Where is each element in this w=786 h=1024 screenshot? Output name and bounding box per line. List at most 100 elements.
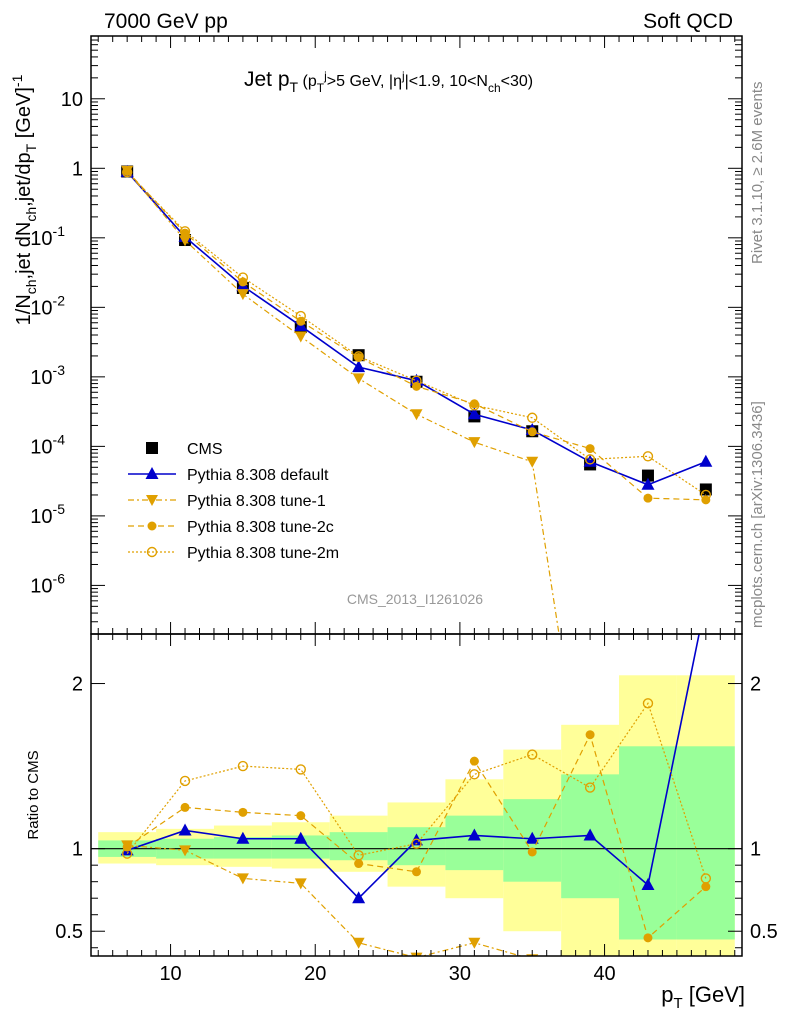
legend-marker-tune1 (146, 495, 158, 506)
ratio-panel-data (120, 594, 712, 970)
point-tune2m (469, 400, 480, 411)
point-tune1 (410, 409, 423, 421)
ratio-point-tune2m (700, 873, 712, 884)
ratio-y-tick-label: 0.5 (55, 921, 83, 943)
plot-title: Jet pT (pTj>5 GeV, |ηj|<1.9, 10<Nch<30) (244, 68, 533, 95)
ratio-point-default (583, 828, 597, 841)
y-tick-label: 1 (72, 158, 83, 180)
band-inner (676, 746, 735, 940)
ratio-point-default (699, 594, 712, 606)
x-tick-label: 10 (159, 963, 181, 985)
ratio-point-tune1 (294, 878, 307, 890)
band-inner (213, 837, 272, 859)
ratio-point-tune1 (236, 873, 249, 885)
y-tick-label: 10-4 (30, 431, 65, 458)
ratio-y-tick-label: 2 (72, 674, 83, 696)
point-tune2c (527, 427, 537, 437)
legend-label: Pythia 8.308 tune-2m (187, 545, 339, 562)
ratio-panel-axes: 0.5 0.5 1 1 2 2 10 20 30 40 (55, 633, 778, 985)
ratio-point-default (467, 828, 481, 841)
ratio-point-default (525, 831, 539, 844)
band-inner (445, 815, 504, 871)
x-tick-label: 20 (304, 963, 326, 985)
ratio-point-tune1 (352, 937, 365, 949)
y-tick-label: 10-5 (30, 501, 65, 528)
point-tune1 (294, 331, 307, 343)
y-axis-title: 1/Nch,jet dNch,jet/dpT [GeV]-1 (9, 74, 39, 325)
ratio-point-tune2c (469, 756, 479, 766)
legend-marker-tune2m (146, 546, 158, 558)
ratio-point-tune1 (700, 959, 712, 970)
analysis-tag: CMS_2013_I1261026 (347, 591, 483, 607)
point-tune2c (585, 444, 595, 454)
ratio-point-tune2m (353, 850, 364, 861)
header-energy: 7000 GeV pp (104, 10, 228, 33)
ratio-uncertainty-bands (91, 675, 742, 956)
ratio-point-tune2c (643, 933, 653, 943)
point-tune2c (296, 316, 306, 326)
y-tick-label: 10 (61, 89, 83, 111)
svg-text:Jet pT (pTj>5 GeV, |ηj|<1.9, 1: Jet pT (pTj>5 GeV, |ηj|<1.9, 10<Nch<30) (244, 68, 533, 95)
point-tune1 (526, 456, 539, 468)
series-line-tune2m (126, 171, 707, 496)
point-data (641, 469, 654, 482)
x-axis-title: pT [GeV] (661, 982, 745, 1012)
point-default (352, 360, 366, 373)
point-tune2c (643, 493, 653, 503)
ratio-point-tune2m (584, 782, 596, 793)
ratio-point-tune2m (179, 775, 191, 787)
ratio-point-default (236, 831, 250, 844)
point-tune2m (121, 166, 133, 178)
ratio-line-tune2c (126, 733, 707, 939)
point-tune2m (179, 226, 191, 237)
point-tune2m (295, 310, 306, 322)
point-tune2m (353, 351, 364, 362)
point-tune1 (236, 289, 249, 301)
ratio-y-title: Ratio to CMS (25, 750, 42, 839)
legend-marker-tune2c (147, 521, 157, 531)
point-tune2c (122, 166, 132, 176)
rivet-label: Rivet 3.1.10, ≥ 2.6M events (749, 82, 766, 265)
ratio-point-tune2m (295, 764, 306, 775)
series-line-default (126, 171, 707, 486)
ratio-point-tune2m (121, 848, 133, 859)
main-panel-axes: 10-6 10-5 10-4 10-3 10-2 10-1 1 10 (30, 35, 743, 635)
ratio-point-tune2c (527, 847, 537, 857)
ratio-point-tune2c (180, 802, 190, 812)
y-tick-label: 10-1 (30, 223, 65, 250)
ratio-point-tune2m (469, 769, 480, 780)
header-category: Soft QCD (643, 10, 733, 33)
ratio-point-default (178, 823, 192, 836)
point-default (699, 454, 713, 467)
point-tune2m (700, 489, 712, 501)
point-tune1 (352, 373, 365, 385)
ratio-point-tune2c (296, 811, 306, 821)
ratio-point-tune2c (701, 882, 711, 892)
legend-label: Pythia 8.308 tune-1 (187, 493, 326, 510)
ratio-point-default (294, 831, 308, 844)
y-tick-label: 10-3 (30, 362, 65, 389)
ratio-line-tune1 (127, 844, 523, 956)
legend-marker-default (145, 467, 159, 479)
point-tune2m (527, 412, 538, 423)
point-default (641, 477, 655, 490)
point-tune2m (411, 375, 422, 386)
y-tick-label: 10-2 (30, 292, 65, 319)
ratio-y-tick-label-right: 1 (750, 839, 761, 861)
ratio-line-tune2m (126, 702, 707, 879)
point-tune2m (642, 451, 654, 462)
ratio-y-tick-label-right: 0.5 (750, 921, 778, 943)
point-tune2m (584, 454, 596, 465)
mcplots-label: mcplots.cern.ch [arXiv:1306.3436] (749, 401, 766, 628)
ratio-point-tune2m (411, 838, 422, 849)
x-tick-label: 40 (593, 963, 615, 985)
point-tune1 (179, 235, 192, 247)
band-inner (329, 832, 388, 861)
ratio-y-tick-label: 1 (72, 839, 83, 861)
point-default (410, 373, 423, 386)
legend-label: Pythia 8.308 tune-2c (187, 519, 334, 536)
legend-label: Pythia 8.308 default (187, 467, 329, 484)
ratio-point-tune2c (354, 859, 364, 869)
point-tune1 (468, 437, 481, 449)
